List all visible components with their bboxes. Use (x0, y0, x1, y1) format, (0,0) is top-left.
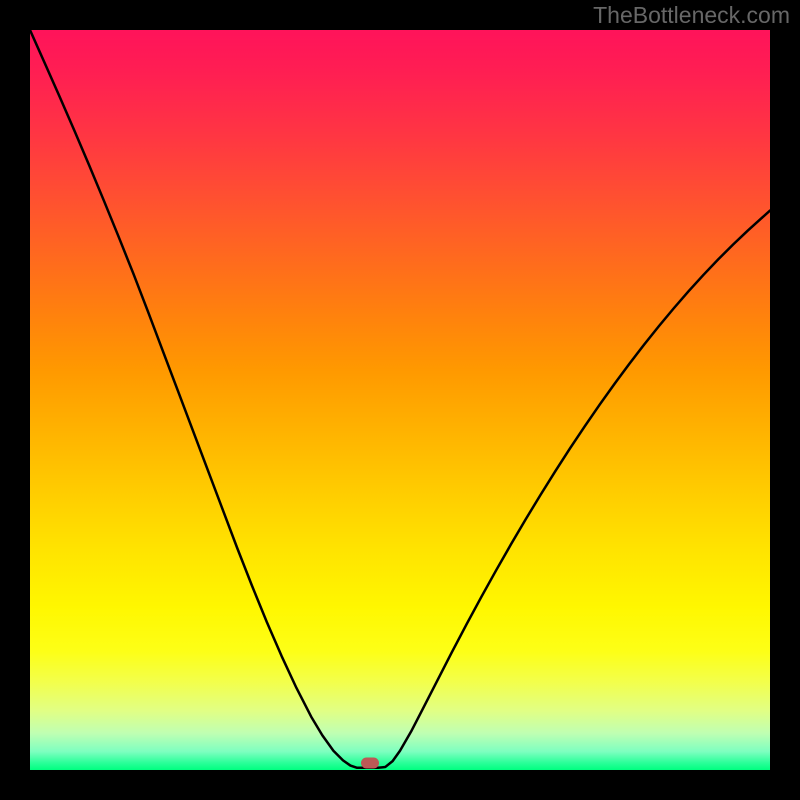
plot-area (30, 30, 770, 770)
bottleneck-curve (30, 30, 770, 768)
optimal-point-marker (361, 757, 379, 768)
chart-frame: TheBottleneck.com (0, 0, 800, 800)
curve-layer (30, 30, 770, 770)
watermark-text: TheBottleneck.com (593, 2, 790, 29)
